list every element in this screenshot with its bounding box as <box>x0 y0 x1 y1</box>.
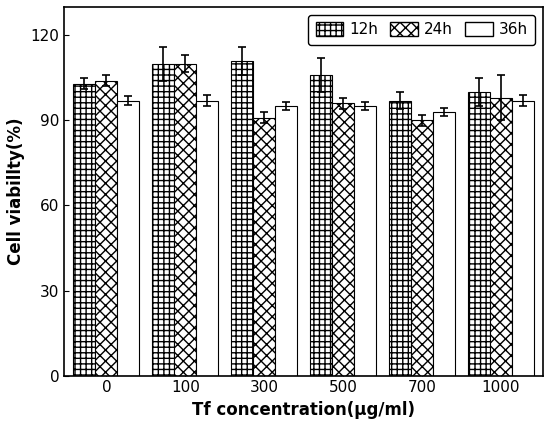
Bar <box>117 101 139 376</box>
X-axis label: Tf concentration(μg/ml): Tf concentration(μg/ml) <box>192 401 415 419</box>
Bar <box>74 83 95 376</box>
Bar <box>433 112 455 376</box>
Bar <box>232 61 253 376</box>
Bar <box>95 81 117 376</box>
Y-axis label: Cell viabillty(%): Cell viabillty(%) <box>7 118 25 265</box>
Bar <box>275 106 297 376</box>
Bar <box>354 106 376 376</box>
Bar <box>411 121 433 376</box>
Bar <box>490 98 512 376</box>
Legend: 12h, 24h, 36h: 12h, 24h, 36h <box>308 14 535 45</box>
Bar <box>310 75 332 376</box>
Bar <box>152 63 174 376</box>
Bar <box>253 118 275 376</box>
Bar <box>174 63 196 376</box>
Bar <box>512 101 534 376</box>
Bar <box>468 92 490 376</box>
Bar <box>332 104 354 376</box>
Bar <box>196 101 218 376</box>
Bar <box>389 101 411 376</box>
